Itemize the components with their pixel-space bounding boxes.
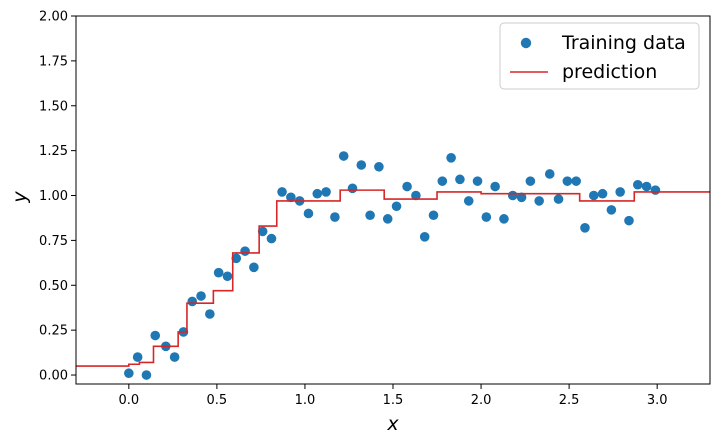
training-data-point	[348, 184, 358, 194]
training-data-point	[196, 291, 206, 301]
x-tick-label: 2.0	[471, 393, 492, 408]
training-data-point	[499, 214, 509, 224]
x-axis-label: x	[386, 413, 399, 435]
training-data-point	[187, 297, 197, 307]
training-data-point	[383, 214, 393, 224]
y-tick-label: 1.75	[39, 54, 68, 69]
legend-label-prediction: prediction	[562, 61, 657, 83]
training-data-point	[223, 271, 233, 281]
training-data-point	[607, 205, 617, 215]
training-data-point	[473, 176, 483, 186]
y-tick-label: 1.50	[39, 99, 68, 114]
training-data-point	[205, 309, 215, 319]
training-data-point	[142, 370, 152, 380]
training-data-point	[508, 191, 518, 201]
y-axis-label: y	[9, 191, 31, 204]
training-data-point	[464, 196, 474, 206]
training-data-point	[214, 268, 224, 278]
training-data-point	[598, 189, 608, 199]
x-tick-label: 0.0	[118, 393, 139, 408]
training-data-point	[392, 201, 402, 211]
y-tick-label: 0.00	[39, 369, 68, 384]
training-data-point	[312, 189, 322, 199]
training-data-point	[580, 223, 590, 233]
training-data-point	[438, 176, 448, 186]
y-tick-label: 1.00	[39, 189, 68, 204]
training-data-point	[534, 196, 544, 206]
y-tick-label: 0.75	[39, 234, 68, 249]
y-tick-label: 0.25	[39, 324, 68, 339]
training-data-point	[633, 180, 643, 190]
x-tick-label: 2.5	[559, 393, 580, 408]
y-tick-label: 0.50	[39, 279, 68, 294]
training-data-point	[545, 169, 555, 179]
x-tick-label: 1.0	[295, 393, 316, 408]
x-tick-label: 0.5	[207, 393, 228, 408]
training-data-point	[526, 176, 536, 186]
training-data-point	[615, 187, 625, 197]
training-data-point	[374, 162, 384, 172]
training-data-point	[446, 153, 456, 163]
training-data-point	[133, 352, 143, 362]
training-data-point	[150, 331, 160, 341]
training-data-point	[249, 263, 259, 273]
training-data-point	[420, 232, 430, 242]
training-data-point	[651, 185, 661, 195]
legend-label-training: Training data	[561, 32, 686, 54]
training-data-point	[365, 210, 375, 220]
training-data-point	[277, 187, 287, 197]
training-data-point	[339, 151, 349, 161]
training-data-point	[267, 234, 277, 244]
training-data-point	[490, 182, 500, 192]
training-data-point	[554, 194, 564, 204]
training-data-point	[642, 182, 652, 192]
training-data-point	[124, 368, 134, 378]
training-data-point	[624, 216, 634, 226]
training-data-point	[170, 352, 180, 362]
training-data-point	[571, 176, 581, 186]
training-data-point	[482, 212, 492, 222]
training-data-point	[589, 191, 599, 201]
y-tick-label: 2.00	[39, 10, 68, 25]
y-tick-label: 1.25	[39, 144, 68, 159]
training-data-point	[563, 176, 573, 186]
x-tick-label: 1.5	[383, 393, 404, 408]
training-data-point	[304, 209, 314, 219]
training-data-point	[402, 182, 412, 192]
x-tick-label: 3.0	[647, 393, 668, 408]
training-data-point	[429, 210, 439, 220]
training-data-point	[321, 187, 331, 197]
training-data-point	[330, 212, 340, 222]
legend: Training data prediction	[500, 23, 699, 89]
training-data-point	[240, 246, 250, 256]
training-data-point	[357, 160, 367, 170]
training-data-point	[455, 175, 465, 185]
legend-marker-training	[521, 38, 531, 48]
